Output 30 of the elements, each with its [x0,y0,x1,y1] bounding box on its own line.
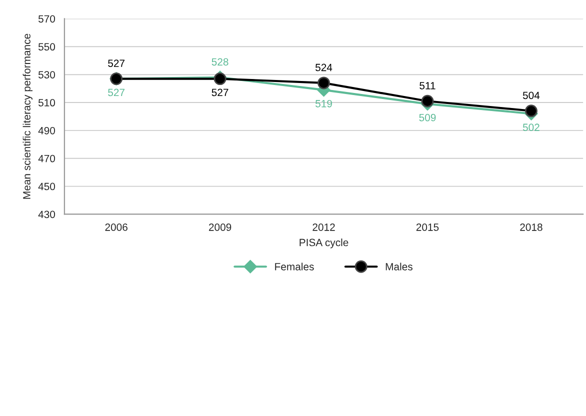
x-tick-label: 2012 [312,224,335,231]
y-tick-label: 490 [38,126,56,134]
data-label: 511 [420,82,436,90]
y-tick-label: 450 [38,182,56,190]
y-tick-label: 470 [38,154,56,162]
data-label: 527 [108,88,124,96]
y-tick-label: 430 [38,210,56,218]
data-label: 509 [419,114,436,122]
y-axis-title: Mean scientific literacy performance [22,34,32,199]
data-label: 528 [212,58,228,66]
point [524,104,538,118]
y-tick-label: 530 [38,71,56,78]
legend-label: Females [275,262,314,270]
x-tick-label: 2018 [520,224,542,231]
y-tick-label: 570 [38,15,56,23]
x-tick-label: 2009 [208,224,232,231]
x-axis-title: PISA cycle [300,238,348,248]
data-label: 524 [315,64,332,72]
data-label: 527 [212,88,228,96]
y-tick-label: 510 [38,99,56,106]
data-label: 519 [315,100,332,108]
y-tick-label: 550 [38,43,56,51]
point [318,76,330,90]
data-label: 527 [108,60,124,67]
data-label: 504 [522,92,540,100]
x-tick-label: 2006 [105,224,128,231]
point [421,94,434,108]
data-label: 502 [522,124,540,132]
legend-label: Males [386,262,412,270]
x-tick-label: 2015 [416,224,439,231]
